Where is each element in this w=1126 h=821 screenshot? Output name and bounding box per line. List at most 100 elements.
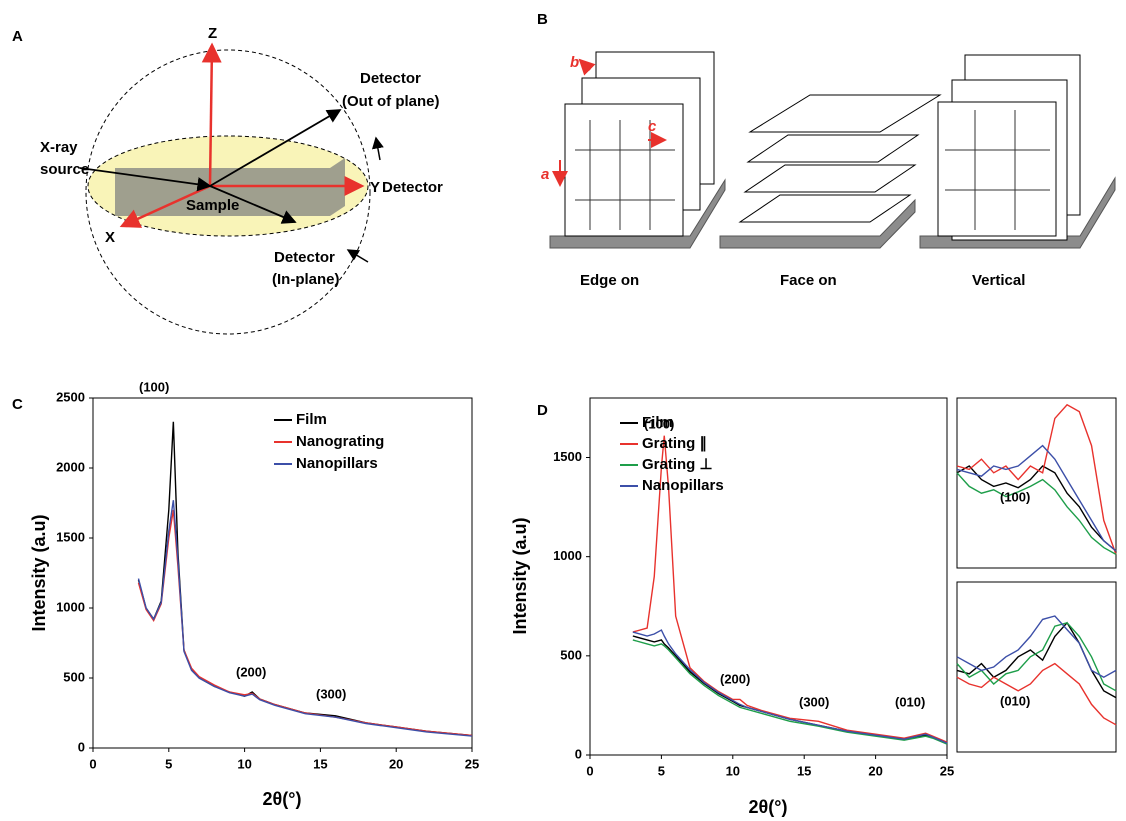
- sheet: [564, 103, 684, 237]
- label: Z: [208, 25, 217, 42]
- y-axis-title: Intensity (a.u): [510, 517, 530, 634]
- annotation: (010): [1000, 693, 1030, 708]
- legend-label: Nanopillars: [296, 455, 378, 472]
- x-tick-label: 25: [940, 763, 954, 778]
- x-axis-title: 2θ(°): [749, 797, 788, 817]
- plot-frame: [589, 397, 948, 756]
- x-tick-label: 20: [868, 763, 882, 778]
- chains: [575, 120, 675, 230]
- x-tick-label: 0: [89, 756, 96, 771]
- axis-x: [119, 184, 211, 228]
- platform: [549, 178, 726, 249]
- y-tick-label: 1500: [553, 449, 582, 464]
- beam-in: [209, 185, 297, 224]
- x-tick-label: 0: [586, 763, 593, 778]
- legend-label: Film: [296, 411, 327, 428]
- series-line: [632, 629, 948, 744]
- y-tick-label: 2500: [56, 389, 85, 404]
- sheet: [748, 94, 942, 133]
- legend-label: Grating ∥: [642, 435, 707, 452]
- series-line: [632, 435, 948, 743]
- label: (Out of plane): [342, 93, 440, 110]
- y-tick-label: 1500: [56, 529, 85, 544]
- label: Y: [370, 179, 380, 196]
- label: c: [648, 118, 657, 135]
- x-tick-label: 10: [237, 756, 251, 771]
- y-tick-label: 500: [560, 647, 582, 662]
- inset-frame: [956, 581, 1117, 753]
- label: Detector: [360, 70, 421, 87]
- charts: C 0 500 1000 1500 2000 2500 0 5 10 15 20 25 2θ(°) Inte…: [12, 379, 1117, 817]
- panel-a: A Z Y X Detector (Out of plane) X-ray so…: [12, 25, 443, 335]
- platform: [719, 198, 916, 249]
- panel-label: D: [537, 402, 548, 419]
- annotation: (200): [236, 664, 266, 679]
- beam: [79, 167, 212, 192]
- series-line: [956, 472, 1117, 556]
- label: X-ray: [40, 139, 78, 156]
- annotation: (100): [644, 416, 674, 431]
- x-tick-label: 15: [313, 756, 327, 771]
- series-line: [632, 635, 948, 744]
- chains: [945, 110, 1050, 230]
- y-tick-label: 1000: [553, 548, 582, 563]
- annotation: (010): [895, 694, 925, 709]
- series-line: [956, 403, 1117, 555]
- rot-arrow: [346, 249, 369, 263]
- y-tick-label: 0: [575, 746, 582, 761]
- x-tick-label: 20: [389, 756, 403, 771]
- x-tick-label: 5: [658, 763, 665, 778]
- x-axis-title: 2θ(°): [263, 789, 302, 809]
- platform: [919, 176, 1116, 249]
- label: source: [40, 161, 89, 178]
- series-line: [137, 509, 473, 737]
- y-tick-label: 1000: [56, 599, 85, 614]
- series-line: [632, 639, 948, 745]
- plot-frame: [92, 397, 473, 749]
- rot-arrow: [371, 136, 384, 161]
- sheet: [743, 164, 917, 193]
- caption: Face on: [780, 272, 837, 289]
- x-tick-label: 15: [797, 763, 811, 778]
- label: Detector: [382, 179, 443, 196]
- x-tick-label: 5: [165, 756, 172, 771]
- label: b: [570, 54, 579, 71]
- panel-label: C: [12, 396, 23, 413]
- label: (In-plane): [272, 271, 340, 288]
- series-line: [956, 465, 1117, 552]
- legend-label: Nanograting: [296, 433, 384, 450]
- panel-b: B b c a Edge on Face on Vertical: [537, 11, 1116, 289]
- panel-label: A: [12, 28, 23, 45]
- label: Sample: [186, 197, 239, 214]
- y-tick-label: 500: [63, 669, 85, 684]
- series-line: [956, 444, 1117, 552]
- y-tick-label: 2000: [56, 459, 85, 474]
- panel-label: B: [537, 11, 548, 28]
- x-tick-label: 10: [726, 763, 740, 778]
- sphere: [85, 49, 371, 335]
- legend-label: Grating ⊥: [642, 456, 713, 473]
- sheet: [746, 134, 920, 163]
- annotation: (100): [1000, 489, 1030, 504]
- sheet: [937, 101, 1057, 237]
- series-line: [956, 662, 1117, 726]
- annotation: (100): [139, 379, 169, 394]
- sheet: [738, 194, 912, 223]
- label: X: [105, 229, 115, 246]
- legend-label: Film: [642, 414, 673, 431]
- series-line: [956, 622, 1117, 692]
- caption: Vertical: [972, 272, 1025, 289]
- annotation: (200): [720, 671, 750, 686]
- caption: Edge on: [580, 272, 639, 289]
- x-tick-label: 25: [465, 756, 479, 771]
- axis-z: [201, 42, 222, 187]
- annotation: (300): [316, 686, 346, 701]
- annotation: (300): [799, 694, 829, 709]
- series-line: [956, 615, 1117, 679]
- label: a: [541, 166, 549, 183]
- legend-label: Nanopillars: [642, 477, 724, 494]
- label: Detector: [274, 249, 335, 266]
- y-axis-title: Intensity (a.u): [29, 514, 49, 631]
- arrow: [578, 58, 596, 76]
